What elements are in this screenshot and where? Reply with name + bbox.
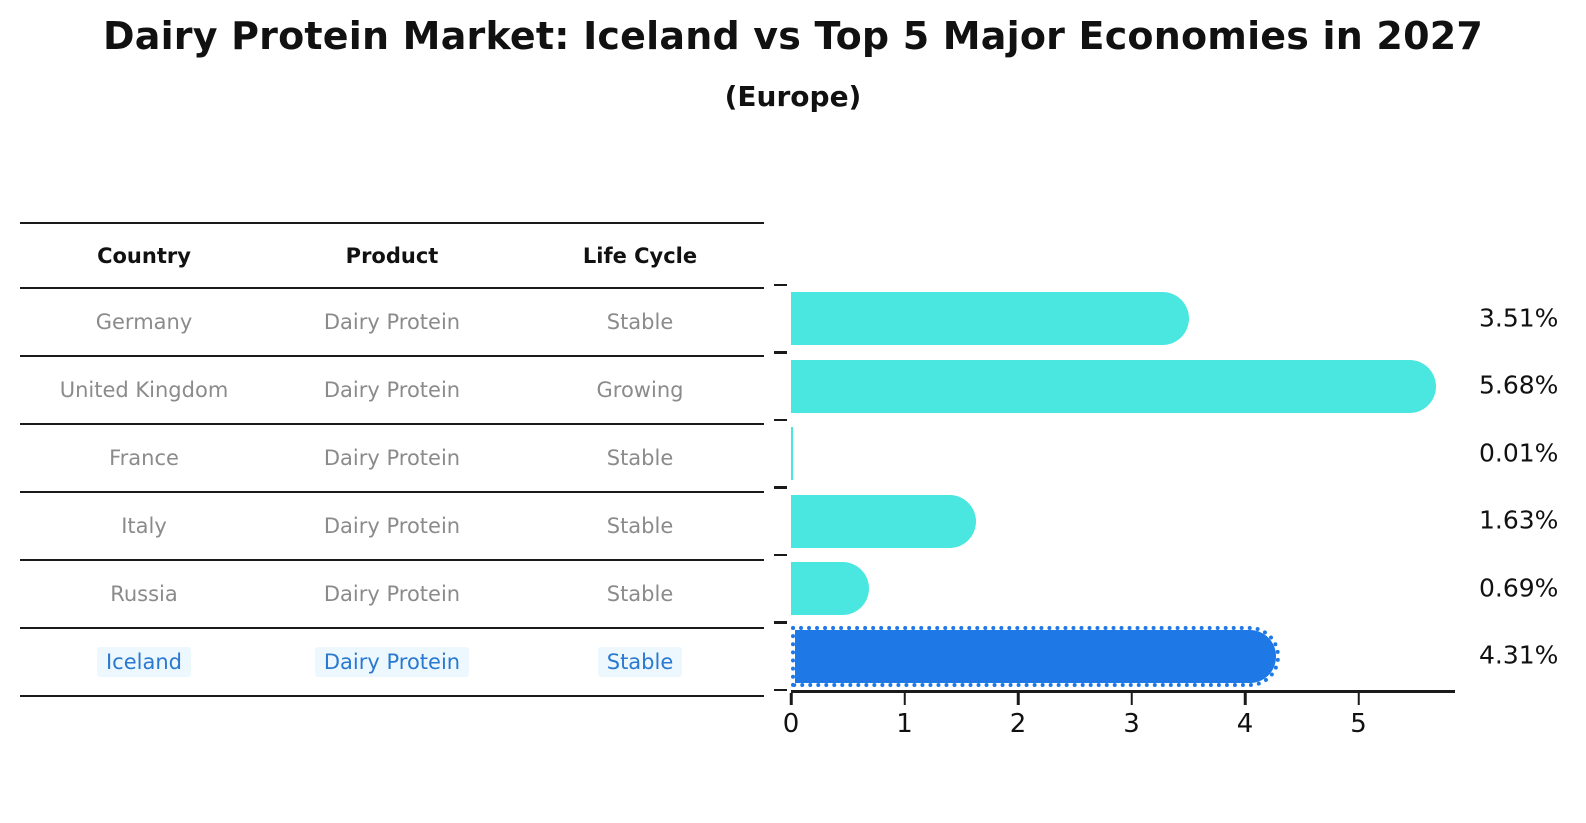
- x-axis-tick: [1357, 693, 1360, 705]
- cell-text: Germany: [95, 310, 193, 334]
- cell-life-cycle: Stable: [516, 514, 764, 538]
- cell-life-cycle: Stable: [516, 647, 764, 677]
- x-axis-tick: [789, 693, 793, 705]
- table-row-france: France Dairy Protein Stable: [20, 425, 764, 493]
- x-axis-tick: [903, 693, 906, 705]
- x-axis-tick-label: 2: [1009, 709, 1027, 739]
- cell-text: Dairy Protein: [323, 582, 461, 606]
- table-body: Germany Dairy Protein Stable United Kingdom…: [20, 289, 764, 697]
- y-axis-tick: [774, 688, 787, 692]
- cell-country: United Kingdom: [20, 378, 268, 402]
- x-axis-tick-label: 3: [1123, 709, 1140, 739]
- cell-product: Dairy Protein: [268, 378, 516, 402]
- table-row-russia: Russia Dairy Protein Stable: [20, 561, 764, 629]
- bar-germany: [791, 292, 1190, 345]
- column-header-country: Country: [97, 243, 191, 268]
- value-label-russia: 0.69%: [1479, 573, 1559, 603]
- cell-country: Russia: [20, 582, 268, 606]
- cell-text: Dairy Protein: [323, 378, 461, 402]
- bar-row-france: [791, 420, 1455, 487]
- cell-text: France: [109, 446, 179, 470]
- bar-iceland: [791, 625, 1281, 687]
- cell-product: Dairy Protein: [268, 582, 516, 606]
- cell-product: Dairy Protein: [268, 514, 516, 538]
- cell-text: Stable: [606, 514, 674, 538]
- x-axis-tick: [1016, 693, 1020, 705]
- y-axis-tick: [774, 283, 787, 287]
- cell-text: Stable: [606, 446, 674, 470]
- cell-text: Growing: [596, 378, 684, 402]
- y-axis-tick: [774, 351, 787, 354]
- column-header-product: Product: [345, 243, 439, 268]
- x-axis-tick: [1243, 693, 1247, 705]
- bar-russia: [791, 562, 870, 615]
- value-label-united-kingdom: 5.68%: [1479, 370, 1559, 400]
- cell-country: France: [20, 446, 268, 470]
- cell-life-cycle: Stable: [516, 310, 764, 334]
- y-axis-tick: [774, 553, 787, 557]
- bar-italy: [791, 494, 976, 548]
- cell-text: Iceland: [96, 647, 191, 677]
- value-label-iceland: 4.31%: [1479, 640, 1559, 670]
- cell-text: Stable: [606, 582, 674, 606]
- cell-text: Dairy Protein: [323, 310, 461, 334]
- cell-text: Italy: [121, 514, 167, 538]
- table-row-germany: Germany Dairy Protein Stable: [20, 289, 764, 357]
- chart-subtitle: (Europe): [724, 80, 862, 113]
- cell-text: United Kingdom: [59, 378, 229, 402]
- value-label-italy: 1.63%: [1479, 505, 1559, 535]
- x-axis-tick: [1130, 693, 1133, 705]
- cell-text: Stable: [597, 647, 683, 677]
- country-table: Country Product Life Cycle Germany Dairy Pr…: [20, 222, 764, 697]
- cell-product: Dairy Protein: [268, 446, 516, 470]
- bar-row-italy: [791, 488, 1455, 555]
- cell-text: Dairy Protein: [323, 446, 461, 470]
- table-header-row: Country Product Life Cycle: [20, 224, 764, 289]
- cell-text: Stable: [606, 310, 674, 334]
- bar-chart-plot-area: 3.51% 5.68% 0.01% 1.63% 0.69% 4.31% 0 1 2 3 4 5: [774, 283, 1558, 739]
- table-row-iceland: Iceland Dairy Protein Stable: [20, 629, 764, 697]
- table-row-italy: Italy Dairy Protein Stable: [20, 493, 764, 561]
- y-axis-tick: [774, 621, 787, 624]
- bar-row-russia: [791, 555, 1455, 622]
- y-axis-tick: [774, 418, 787, 422]
- x-axis-tick-label: 4: [1236, 709, 1254, 739]
- bar-row-germany: [791, 285, 1455, 352]
- bar-united-kingdom: [791, 359, 1436, 413]
- column-header-life-cycle: Life Cycle: [582, 243, 698, 268]
- bar-france: [791, 427, 794, 480]
- x-axis-tick-label: 0: [782, 709, 800, 739]
- cell-text: Dairy Protein: [314, 647, 470, 677]
- x-axis-line: [791, 690, 1455, 693]
- cell-text: Dairy Protein: [323, 514, 461, 538]
- cell-product: Dairy Protein: [268, 310, 516, 334]
- value-label-france: 0.01%: [1479, 438, 1559, 468]
- y-axis-tick: [774, 486, 787, 489]
- cell-text: Russia: [110, 582, 178, 606]
- value-label-germany: 3.51%: [1479, 303, 1559, 333]
- cell-country: Italy: [20, 514, 268, 538]
- x-axis-tick-label: 5: [1350, 709, 1367, 739]
- chart-title: Dairy Protein Market: Iceland vs Top 5 M…: [102, 14, 1483, 58]
- bar-row-united-kingdom: [791, 353, 1455, 420]
- cell-country: Iceland: [20, 647, 268, 677]
- cell-life-cycle: Stable: [516, 582, 764, 606]
- cell-life-cycle: Growing: [516, 378, 764, 402]
- cell-country: Germany: [20, 310, 268, 334]
- cell-life-cycle: Stable: [516, 446, 764, 470]
- x-axis-tick-label: 1: [896, 709, 913, 739]
- table-row-united-kingdom: United Kingdom Dairy Protein Growing: [20, 357, 764, 425]
- bar-row-iceland: [791, 623, 1455, 690]
- cell-product: Dairy Protein: [268, 647, 516, 677]
